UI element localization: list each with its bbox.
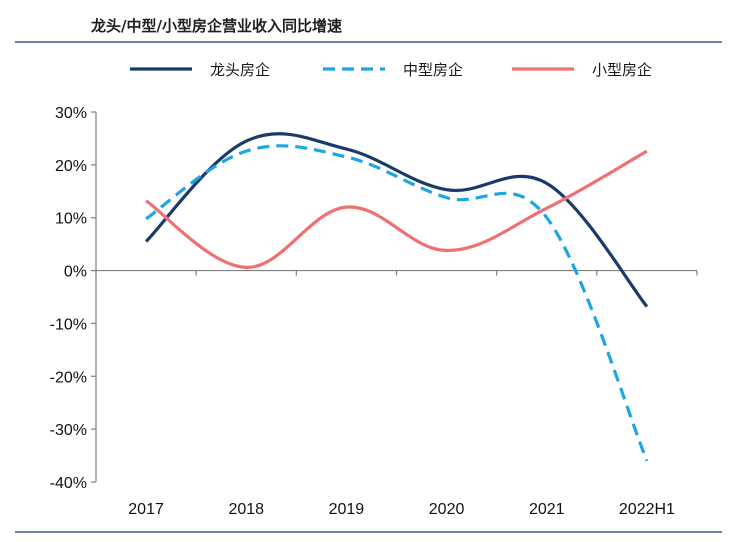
y-tick-label: -30% bbox=[50, 422, 87, 439]
x-tick-label: 2017 bbox=[128, 501, 164, 518]
legend-label-3: 小型房企 bbox=[592, 61, 652, 79]
x-tick-label: 2020 bbox=[429, 501, 465, 518]
y-tick-label: -20% bbox=[50, 369, 87, 386]
series-line-1 bbox=[144, 132, 649, 308]
y-tick-label: 30% bbox=[55, 105, 87, 122]
x-tick-label: 2019 bbox=[329, 501, 365, 518]
y-tick-label: 10% bbox=[55, 211, 87, 228]
y-tick-label: 0% bbox=[64, 264, 87, 281]
x-tick-label: 2022H1 bbox=[619, 501, 675, 518]
x-tick-label: 2018 bbox=[228, 501, 264, 518]
legend-label-2: 中型房企 bbox=[403, 61, 463, 79]
series-line-3 bbox=[145, 149, 648, 270]
y-tick-label: 20% bbox=[55, 158, 87, 175]
axes: 30% 20% 10% 0% -10% -20% -30% -40% 2017 2018 2019 2… bbox=[50, 105, 698, 518]
chart-title: 龙头/中型/小型房企营业收入同比增速 bbox=[90, 17, 342, 35]
legend-label-1: 龙头房企 bbox=[210, 61, 270, 79]
y-tick-label: -10% bbox=[50, 316, 87, 333]
x-tick-label: 2021 bbox=[529, 501, 565, 518]
series-layer bbox=[144, 132, 649, 462]
legend: 龙头房企 中型房企 小型房企 bbox=[130, 61, 652, 79]
y-tick-label: -40% bbox=[50, 475, 87, 492]
series-line-2 bbox=[145, 144, 649, 462]
